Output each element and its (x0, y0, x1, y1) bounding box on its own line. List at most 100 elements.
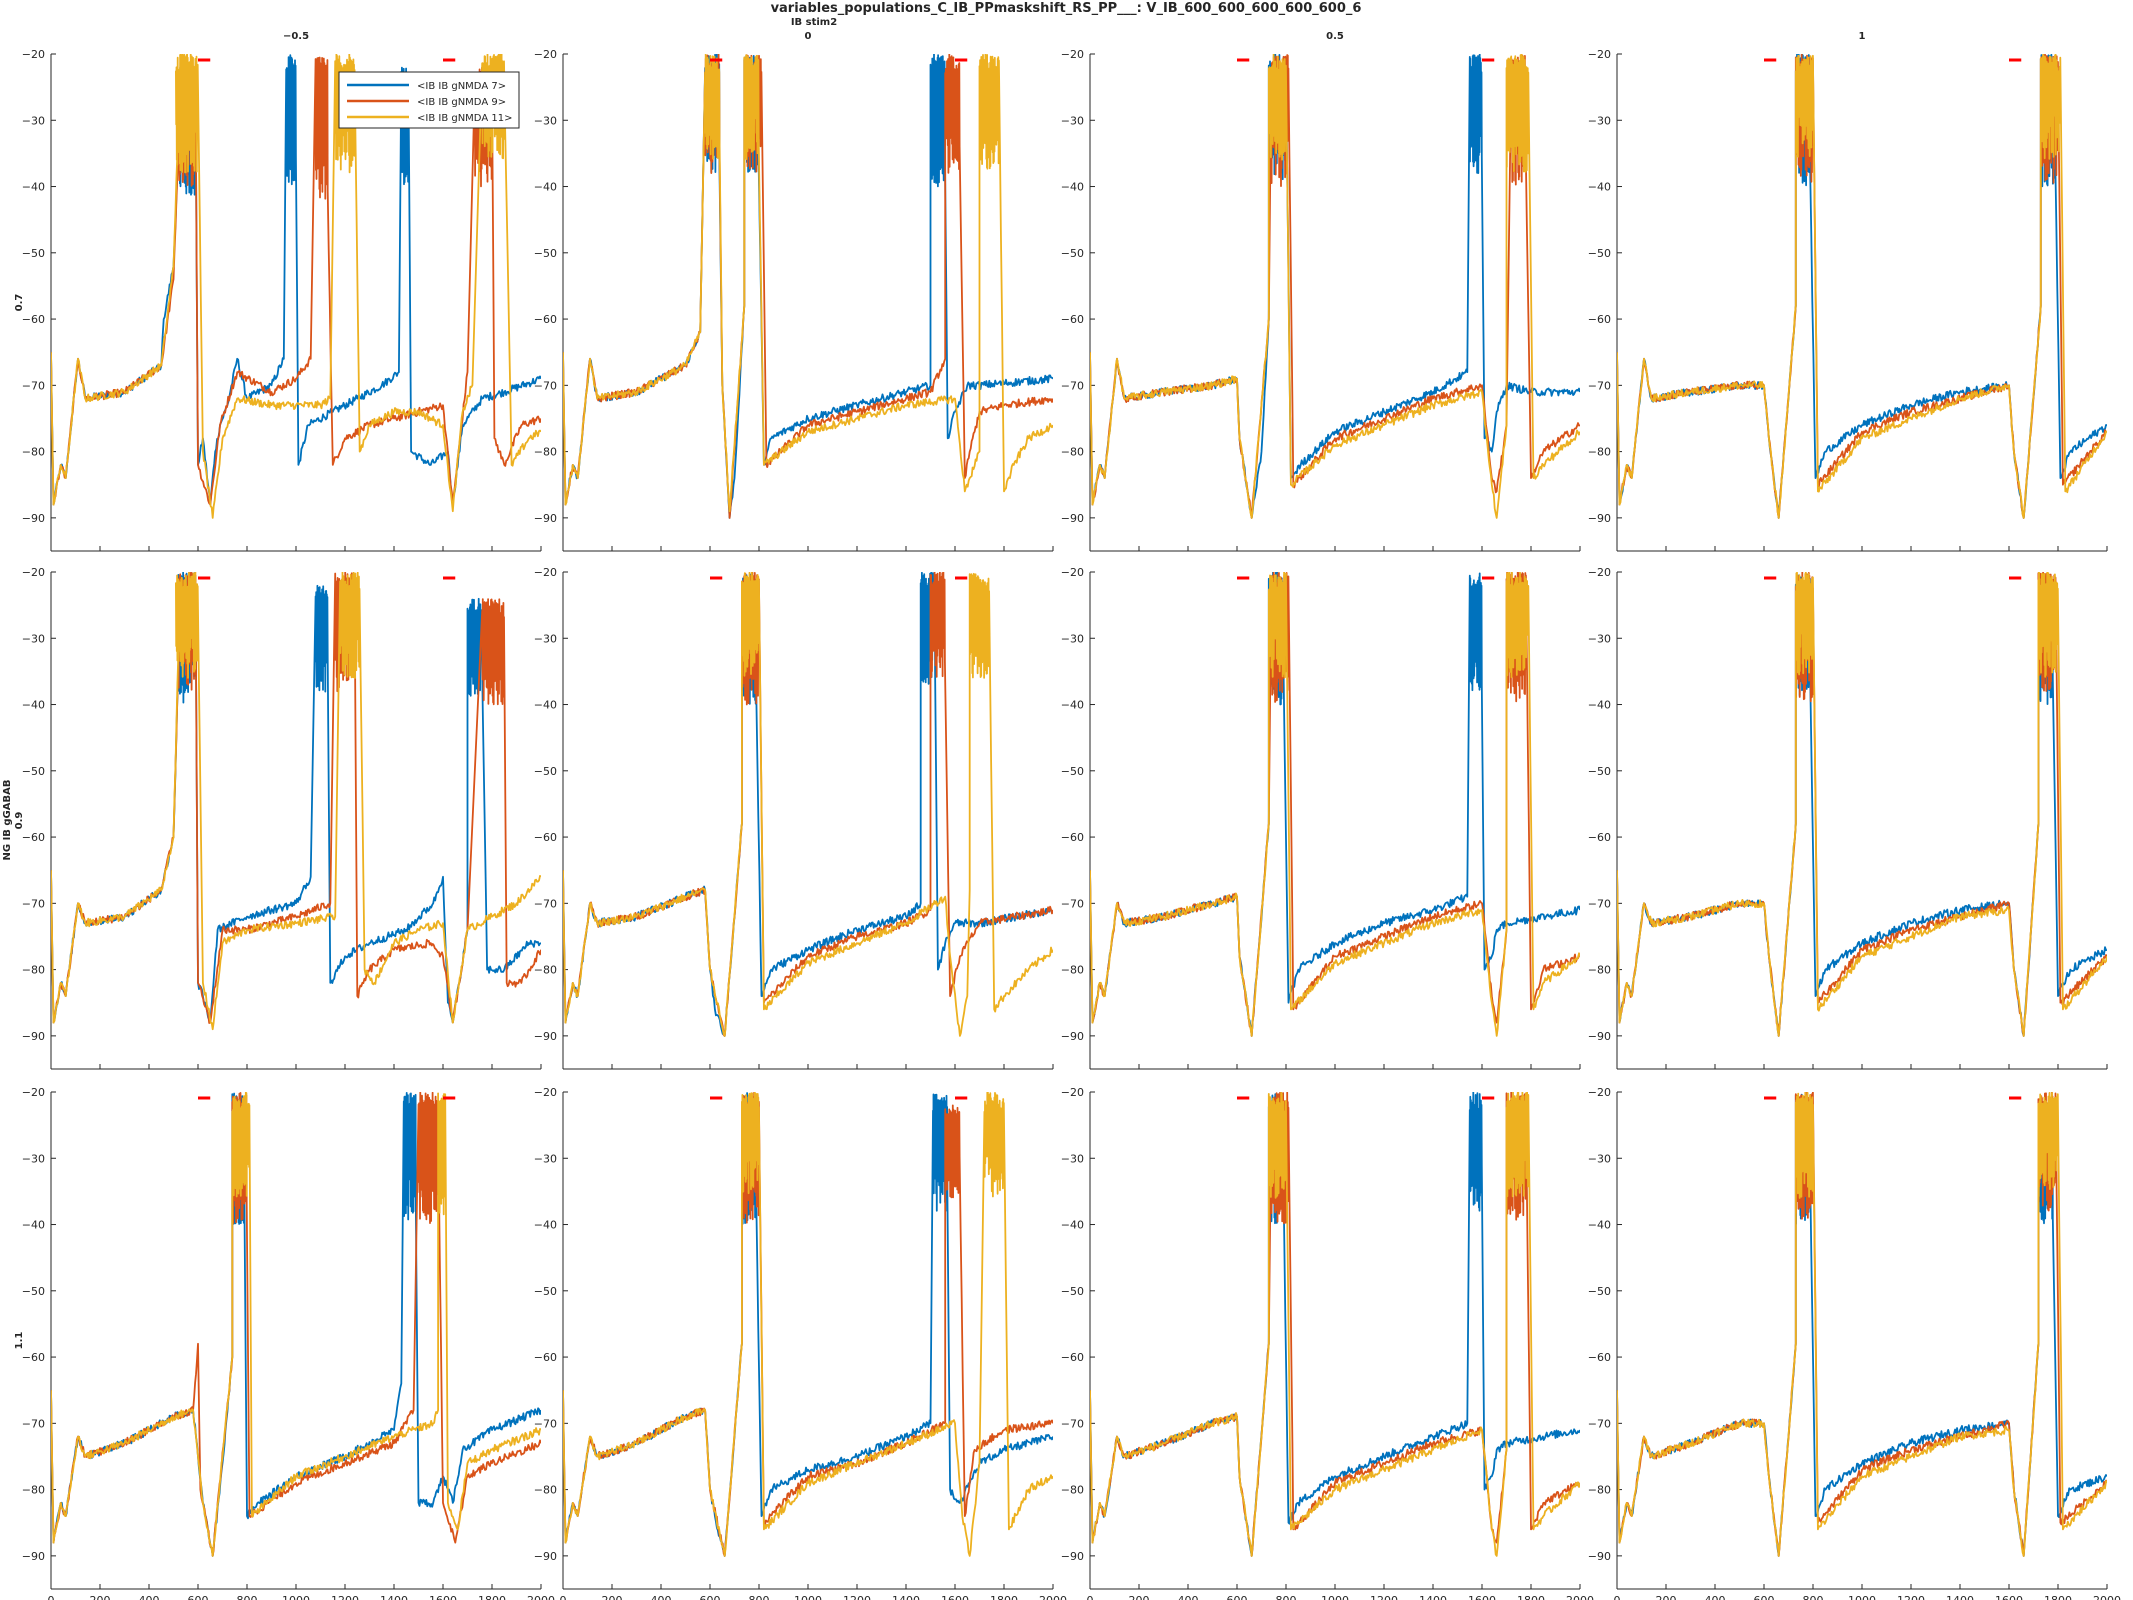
y-tick-label: −80 (534, 1484, 557, 1497)
series-group (51, 1092, 541, 1557)
y-tick-label: −20 (22, 48, 45, 61)
y-tick-label: −40 (1588, 699, 1611, 712)
y-tick-label: −70 (534, 379, 557, 392)
x-tick-label: 400 (651, 1594, 672, 1600)
y-tick-label: −50 (1588, 1285, 1611, 1298)
y-tick-label: −50 (534, 247, 557, 260)
y-tick-label: −40 (22, 181, 45, 194)
series-group (1617, 572, 2107, 1037)
row-value-label: 0.7 (14, 294, 25, 312)
y-tick-label: −30 (22, 114, 45, 127)
x-tick-label: 1000 (1321, 1594, 1349, 1600)
series-group (563, 572, 1053, 1037)
y-tick-label: −80 (1588, 446, 1611, 459)
x-tick-label: 1000 (282, 1594, 310, 1600)
y-tick-label: −70 (22, 897, 45, 910)
x-tick-label: 0 (560, 1594, 567, 1600)
y-tick-label: −70 (22, 1417, 45, 1430)
y-tick-label: −40 (1588, 181, 1611, 194)
y-tick-label: −20 (1588, 48, 1611, 61)
y-tick-label: −90 (22, 1030, 45, 1043)
y-tick-label: −30 (1588, 1152, 1611, 1165)
series-group (51, 572, 541, 1031)
column-value-label: −0.5 (283, 31, 309, 42)
y-tick-label: −90 (1061, 1550, 1084, 1563)
y-tick-label: −20 (1061, 48, 1084, 61)
y-tick-label: −80 (1588, 1484, 1611, 1497)
series-line (563, 572, 1053, 1037)
y-tick-label: −20 (1061, 1086, 1084, 1099)
y-tick-label: −80 (1061, 446, 1084, 459)
y-tick-label: −80 (1061, 964, 1084, 977)
panel-r2-c2: −20 −30 −40 −50 −60 −70 −80 −90 0 200 400 600 800 100… (1061, 1086, 1594, 1600)
x-tick-label: 1000 (1848, 1594, 1876, 1600)
y-tick-label: −60 (22, 313, 45, 326)
legend-label: <IB IB gNMDA 7> (417, 81, 506, 92)
series-line (1617, 1093, 2107, 1557)
y-tick-label: −30 (534, 114, 557, 127)
y-tick-label: −60 (1061, 831, 1084, 844)
y-tick-label: −90 (534, 512, 557, 525)
y-tick-label: −70 (1061, 897, 1084, 910)
series-group (1617, 1092, 2107, 1557)
x-tick-label: 1200 (331, 1594, 359, 1600)
y-tick-label: −50 (534, 765, 557, 778)
panel-r0-c2: −20 −30 −40 −50 −60 −70 −80 −90 0.5 (1061, 31, 1581, 552)
y-tick-label: −30 (1061, 1152, 1084, 1165)
y-tick-label: −60 (1061, 313, 1084, 326)
x-tick-label: 1600 (1995, 1594, 2023, 1600)
series-line (51, 1092, 541, 1557)
x-tick-label: 2000 (2093, 1594, 2121, 1600)
x-tick-label: 1800 (1517, 1594, 1545, 1600)
x-tick-label: 1400 (1419, 1594, 1447, 1600)
y-tick-label: −70 (22, 379, 45, 392)
y-tick-label: −60 (22, 1351, 45, 1364)
y-tick-label: −40 (534, 1219, 557, 1232)
y-tick-label: −40 (1588, 1219, 1611, 1232)
x-tick-label: 200 (602, 1594, 623, 1600)
x-tick-label: 1000 (794, 1594, 822, 1600)
y-tick-label: −90 (534, 1550, 557, 1563)
x-tick-label: 2000 (527, 1594, 555, 1600)
series-line (51, 1092, 541, 1557)
panel-r1-c1: −20 −30 −40 −50 −60 −70 −80 −90 (534, 566, 1054, 1070)
row-value-label: 1.1 (14, 1332, 25, 1350)
x-tick-label: 1400 (892, 1594, 920, 1600)
y-tick-label: −50 (1061, 247, 1084, 260)
y-tick-label: −60 (22, 831, 45, 844)
y-tick-label: −80 (22, 1484, 45, 1497)
series-line (1617, 54, 2107, 519)
series-line (563, 1092, 1053, 1557)
x-tick-label: 200 (90, 1594, 111, 1600)
y-tick-label: −30 (534, 632, 557, 645)
y-tick-label: −60 (1588, 1351, 1611, 1364)
x-tick-label: 1800 (990, 1594, 1018, 1600)
panel-r0-c1: −20 −30 −40 −50 −60 −70 −80 −90 0 (534, 31, 1054, 552)
y-tick-label: −80 (22, 964, 45, 977)
x-tick-label: 0 (1087, 1594, 1094, 1600)
series-line (563, 1092, 1053, 1557)
y-tick-label: −90 (22, 512, 45, 525)
y-tick-label: −90 (1588, 1030, 1611, 1043)
y-tick-label: −80 (1588, 964, 1611, 977)
x-tick-label: 1800 (478, 1594, 506, 1600)
panel-r0-c3: −20 −30 −40 −50 −60 −70 −80 −90 1 (1588, 31, 2108, 552)
y-tick-label: −60 (534, 831, 557, 844)
y-tick-label: −70 (534, 1417, 557, 1430)
y-tick-label: −70 (1588, 897, 1611, 910)
panel-r1-c0: −20 −30 −40 −50 −60 −70 −80 −90 0.9 (14, 566, 542, 1070)
series-line (563, 54, 1053, 513)
y-tick-label: −40 (1061, 181, 1084, 194)
y-tick-label: −40 (22, 699, 45, 712)
x-tick-label: 800 (1276, 1594, 1297, 1600)
y-tick-label: −40 (534, 181, 557, 194)
y-tick-label: −60 (1061, 1351, 1084, 1364)
series-line (1617, 574, 2107, 1037)
y-tick-label: −60 (534, 1351, 557, 1364)
x-tick-label: 400 (139, 1594, 160, 1600)
y-tick-label: −50 (22, 1285, 45, 1298)
series-line (1617, 54, 2107, 519)
x-tick-label: 2000 (1566, 1594, 1594, 1600)
panel-r2-c1: −20 −30 −40 −50 −60 −70 −80 −90 0 200 400 600 800 100… (534, 1086, 1067, 1600)
